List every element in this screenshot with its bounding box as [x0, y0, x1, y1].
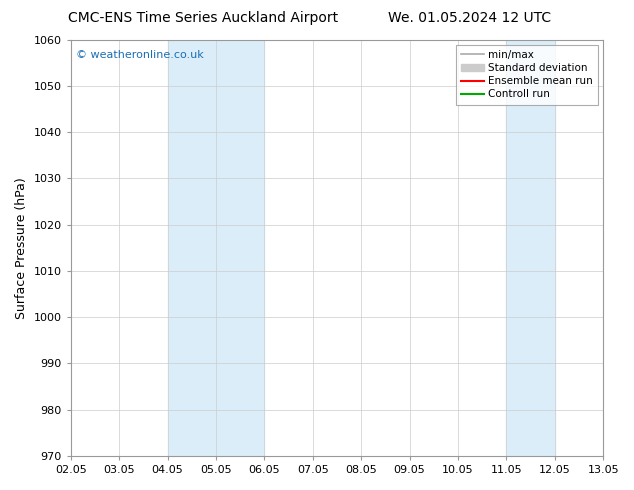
- Bar: [507, 40, 555, 456]
- Text: CMC-ENS Time Series Auckland Airport: CMC-ENS Time Series Auckland Airport: [68, 11, 338, 25]
- Text: © weatheronline.co.uk: © weatheronline.co.uk: [76, 50, 204, 60]
- Y-axis label: Surface Pressure (hPa): Surface Pressure (hPa): [15, 177, 28, 318]
- Bar: [167, 40, 264, 456]
- Legend: min/max, Standard deviation, Ensemble mean run, Controll run: min/max, Standard deviation, Ensemble me…: [456, 45, 598, 104]
- Text: We. 01.05.2024 12 UTC: We. 01.05.2024 12 UTC: [387, 11, 551, 25]
